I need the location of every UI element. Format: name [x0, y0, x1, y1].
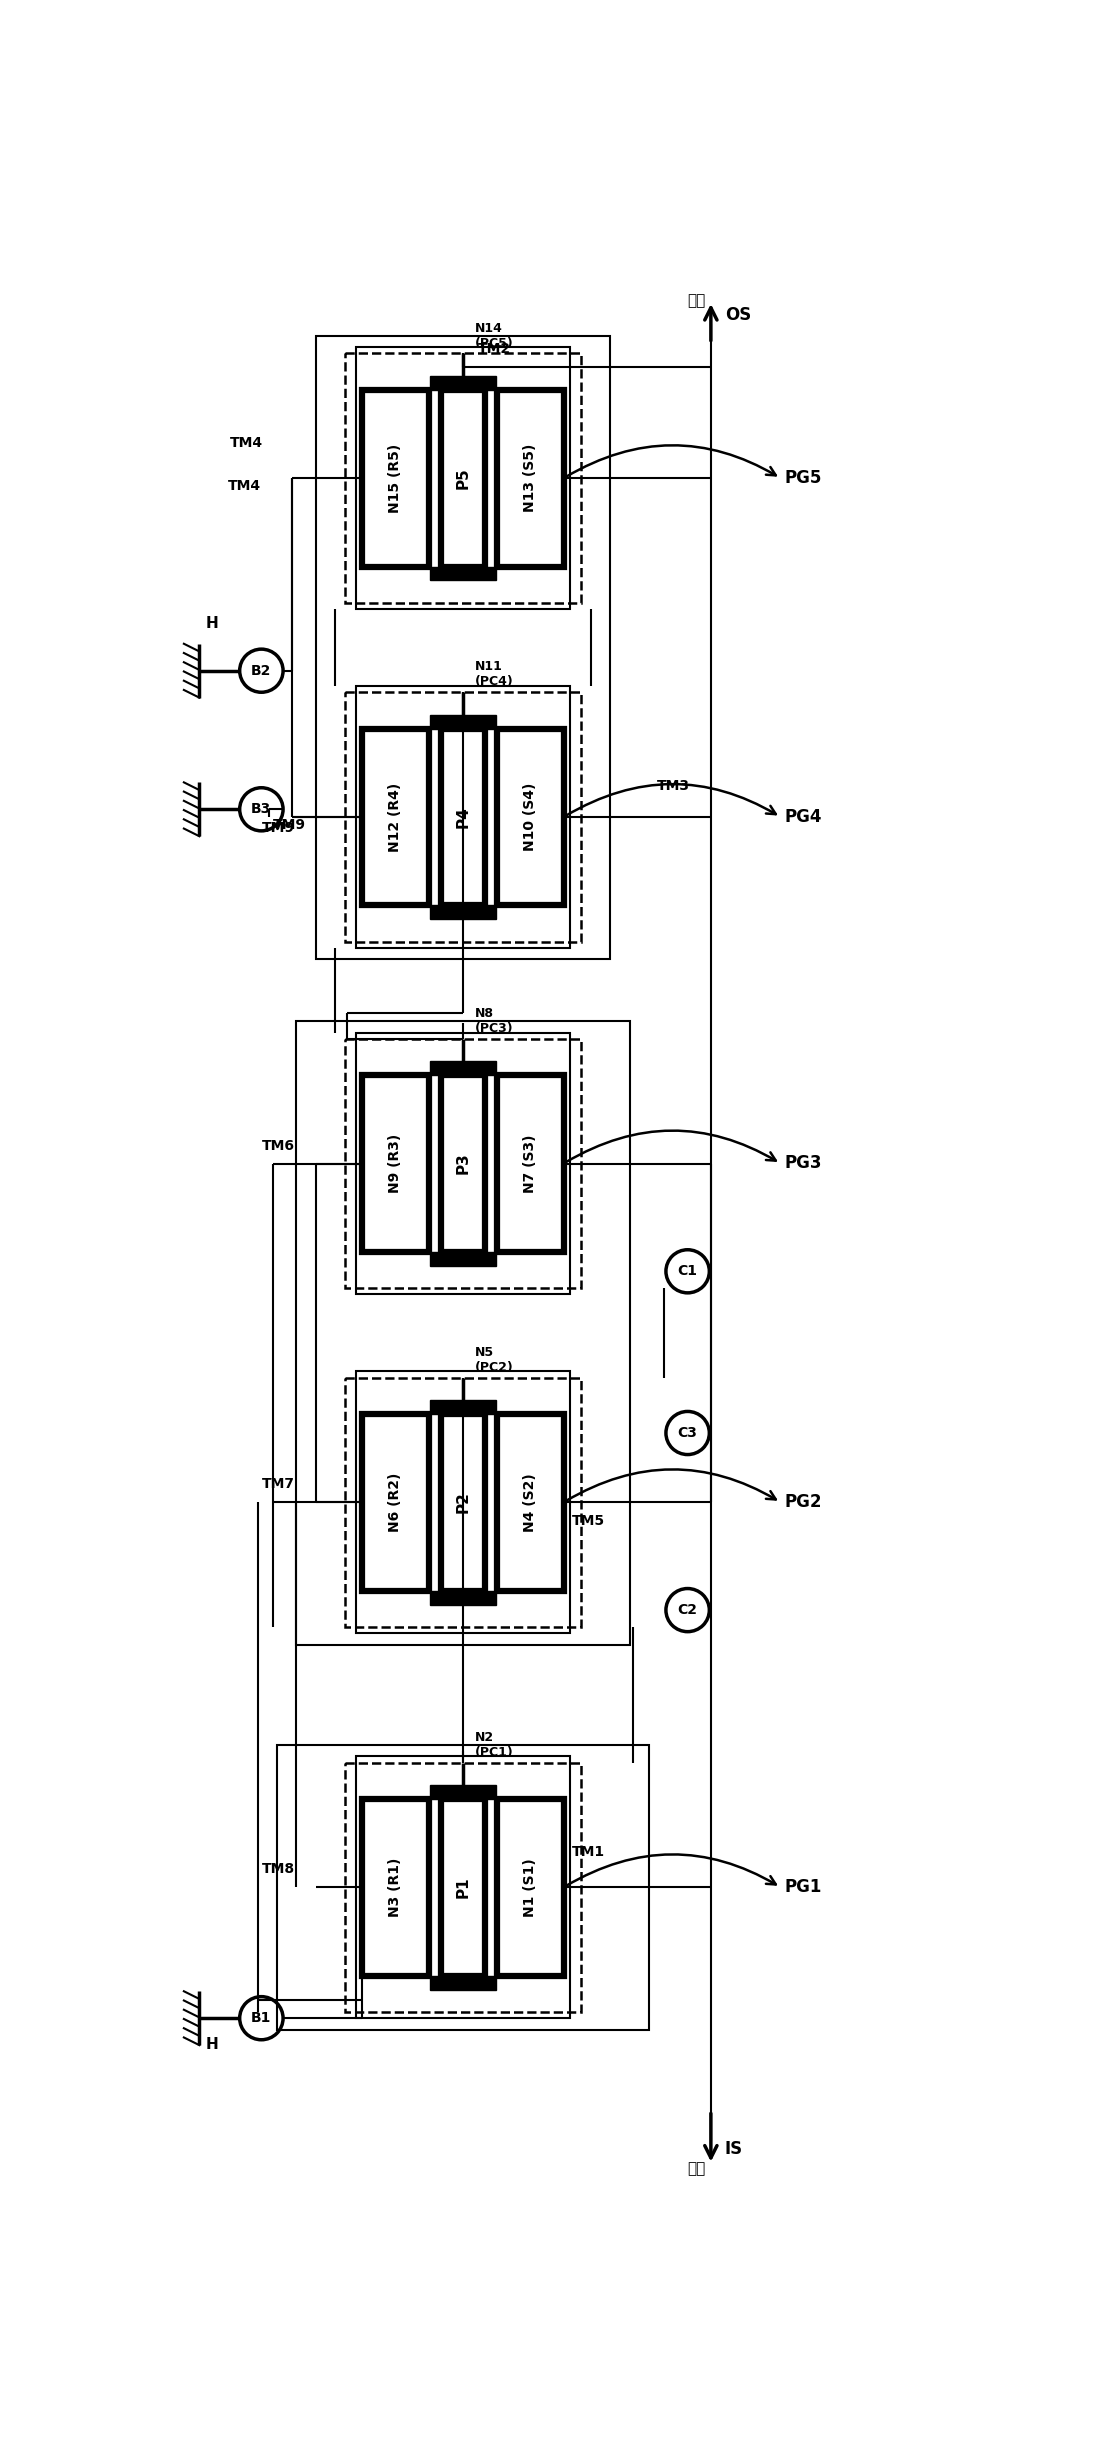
Text: P4: P4: [455, 807, 470, 829]
Text: N6 (R2): N6 (R2): [388, 1472, 402, 1533]
Bar: [430, 1976, 496, 1990]
Bar: [430, 714, 496, 729]
Text: C2: C2: [678, 1604, 698, 1616]
Text: N5
(PC2): N5 (PC2): [475, 1345, 513, 1374]
Text: H: H: [206, 616, 219, 631]
Text: PG1: PG1: [785, 1878, 822, 1897]
Bar: [430, 1061, 496, 1076]
Bar: [277, 1746, 648, 2029]
Bar: [345, 692, 580, 941]
Bar: [356, 687, 569, 949]
Bar: [430, 1401, 496, 1413]
Bar: [363, 1800, 429, 1976]
Text: TM1: TM1: [571, 1846, 604, 1861]
Text: TM9: TM9: [262, 822, 295, 836]
Text: P5: P5: [455, 467, 470, 489]
Bar: [356, 1756, 569, 2017]
Text: PG5: PG5: [785, 469, 822, 487]
Bar: [345, 1377, 580, 1626]
Text: TM5: TM5: [571, 1513, 604, 1528]
Text: 输出: 输出: [688, 293, 706, 308]
Text: B2: B2: [252, 663, 271, 677]
Bar: [356, 347, 569, 609]
Bar: [441, 1800, 485, 1976]
Text: TM7: TM7: [262, 1477, 295, 1491]
Bar: [497, 1076, 564, 1252]
Bar: [497, 1413, 564, 1592]
Text: PG3: PG3: [785, 1154, 822, 1174]
Bar: [363, 389, 429, 567]
Bar: [441, 389, 485, 567]
Bar: [441, 1413, 485, 1592]
Text: P3: P3: [455, 1152, 470, 1174]
Bar: [363, 729, 429, 905]
Bar: [363, 1076, 429, 1252]
Bar: [356, 1032, 569, 1293]
Bar: [315, 335, 610, 958]
Text: N10 (S4): N10 (S4): [523, 782, 537, 851]
Bar: [430, 1592, 496, 1604]
Bar: [497, 729, 564, 905]
Text: N8
(PC3): N8 (PC3): [475, 1007, 513, 1034]
Text: 输入: 输入: [688, 2161, 706, 2176]
Bar: [430, 567, 496, 579]
Bar: [441, 1076, 485, 1252]
Bar: [345, 1039, 580, 1289]
Text: N9 (R3): N9 (R3): [388, 1134, 402, 1193]
Text: N3 (R1): N3 (R1): [388, 1858, 402, 1917]
Bar: [345, 355, 580, 604]
Text: TM6: TM6: [262, 1139, 295, 1152]
Text: N12 (R4): N12 (R4): [388, 782, 402, 851]
Text: P1: P1: [455, 1875, 470, 1897]
Text: PG4: PG4: [785, 807, 822, 826]
Bar: [356, 1372, 569, 1633]
Text: B3: B3: [252, 802, 271, 817]
Bar: [345, 1763, 580, 2012]
Text: TM9: TM9: [273, 817, 306, 831]
Text: C1: C1: [678, 1264, 698, 1279]
Text: N7 (S3): N7 (S3): [523, 1134, 537, 1193]
Text: P2: P2: [455, 1491, 470, 1513]
Bar: [497, 389, 564, 567]
Bar: [430, 377, 496, 389]
Bar: [497, 1800, 564, 1976]
Text: N13 (S5): N13 (S5): [523, 445, 537, 513]
Text: OS: OS: [725, 306, 751, 323]
Text: N14
(PC5): N14 (PC5): [475, 323, 513, 350]
Text: N1 (S1): N1 (S1): [523, 1858, 537, 1917]
Text: C3: C3: [678, 1425, 698, 1440]
Text: N2
(PC1): N2 (PC1): [475, 1731, 513, 1758]
Text: IS: IS: [725, 2139, 743, 2159]
Text: TM2: TM2: [478, 342, 511, 355]
Text: N15 (R5): N15 (R5): [388, 443, 402, 513]
Text: TM8: TM8: [262, 1863, 295, 1875]
Text: TM3: TM3: [656, 780, 690, 792]
Text: N11
(PC4): N11 (PC4): [475, 660, 513, 689]
Text: TM4: TM4: [231, 435, 264, 450]
Text: PG2: PG2: [785, 1494, 822, 1511]
Bar: [297, 1022, 630, 1645]
Text: B1: B1: [252, 2012, 271, 2024]
Bar: [363, 1413, 429, 1592]
Bar: [430, 1252, 496, 1267]
Bar: [430, 905, 496, 919]
Text: H: H: [206, 2037, 219, 2051]
Text: TM4: TM4: [229, 479, 262, 494]
Text: N4 (S2): N4 (S2): [523, 1472, 537, 1531]
Bar: [441, 729, 485, 905]
Bar: [430, 1785, 496, 1800]
